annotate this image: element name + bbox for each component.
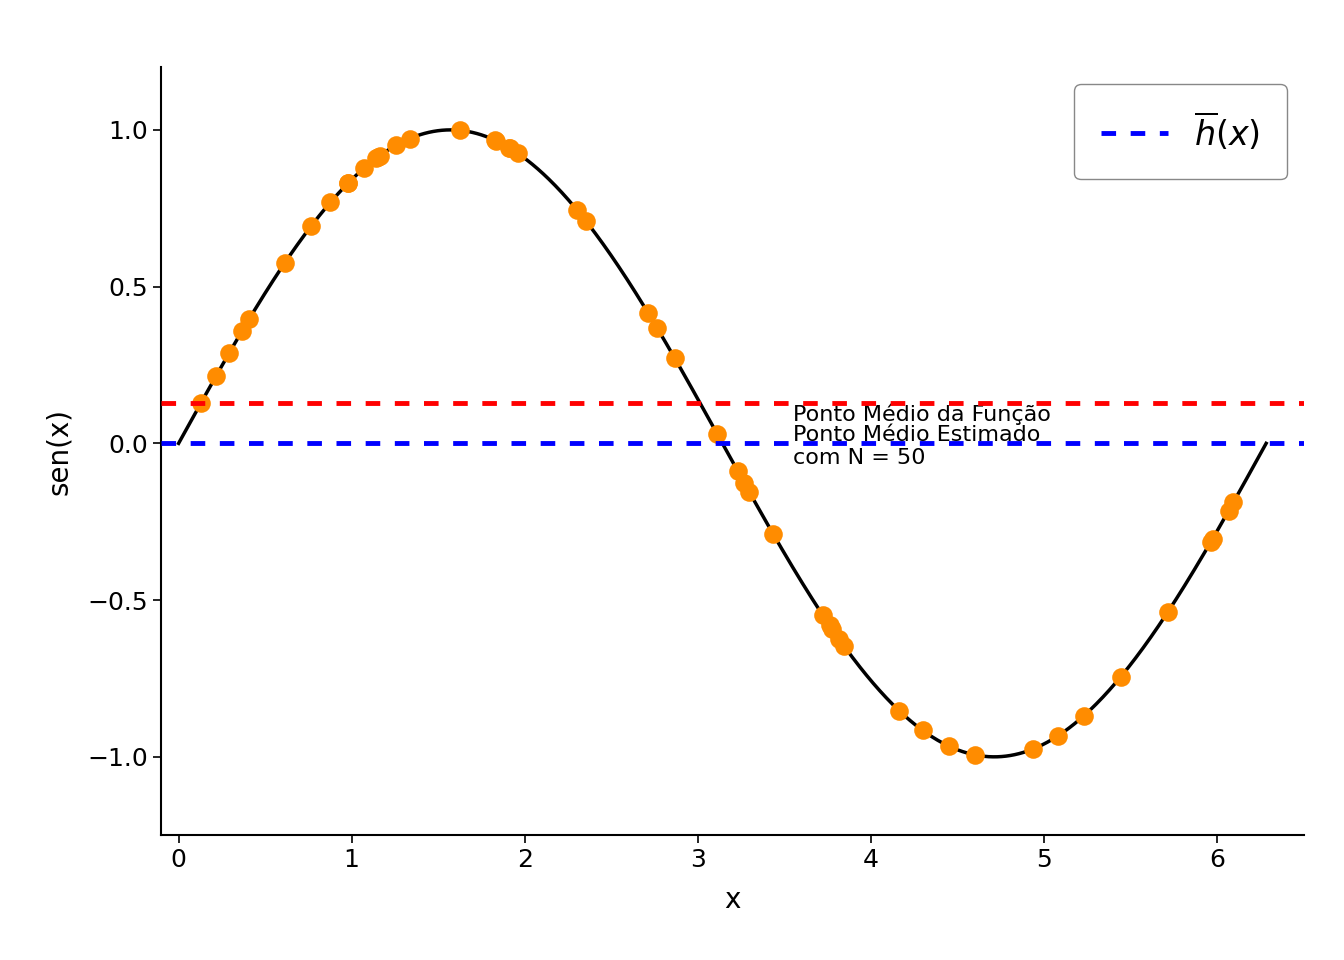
Text: Ponto Médio da Função: Ponto Médio da Função (793, 403, 1051, 424)
Point (734, 475, 755, 491)
Point (191, 396, 212, 411)
Point (1200, 535, 1222, 550)
Point (812, 608, 833, 623)
Point (637, 305, 659, 321)
Point (274, 255, 296, 271)
Point (507, 146, 528, 161)
Point (301, 218, 323, 233)
Point (337, 176, 359, 191)
X-axis label: x: x (724, 886, 741, 914)
Point (337, 176, 359, 191)
Point (818, 618, 840, 634)
Point (833, 638, 855, 654)
Point (1223, 494, 1245, 510)
Point (206, 369, 227, 384)
Point (239, 311, 261, 326)
Point (829, 632, 851, 647)
Text: Ponto Médio Estimado
com N = 50: Ponto Médio Estimado com N = 50 (793, 425, 1040, 468)
Point (762, 526, 784, 541)
Point (1202, 531, 1223, 546)
Point (366, 151, 387, 166)
Point (938, 738, 960, 754)
Point (664, 350, 685, 366)
Point (1073, 708, 1094, 724)
Point (368, 148, 390, 163)
Point (499, 140, 520, 156)
Point (727, 464, 749, 479)
Point (646, 321, 668, 336)
Point (964, 747, 985, 762)
Point (320, 195, 341, 210)
Point (399, 131, 421, 146)
Point (566, 203, 587, 218)
Point (384, 137, 406, 153)
Point (1047, 729, 1068, 744)
Point (739, 484, 761, 499)
Point (485, 133, 507, 149)
Point (575, 213, 597, 228)
Legend: $\overline{h}(x)$: $\overline{h}(x)$ (1074, 84, 1288, 180)
Point (913, 723, 934, 738)
Point (218, 346, 239, 361)
Point (707, 426, 728, 442)
Point (888, 703, 910, 718)
Point (353, 160, 375, 176)
Point (449, 123, 470, 138)
Point (821, 622, 843, 637)
Point (1157, 605, 1179, 620)
Point (367, 149, 388, 164)
Point (231, 324, 253, 339)
Point (1218, 503, 1239, 518)
Point (1021, 741, 1043, 756)
Point (485, 132, 507, 148)
Point (499, 140, 520, 156)
Y-axis label: sen(x): sen(x) (46, 408, 74, 494)
Point (1110, 669, 1132, 684)
